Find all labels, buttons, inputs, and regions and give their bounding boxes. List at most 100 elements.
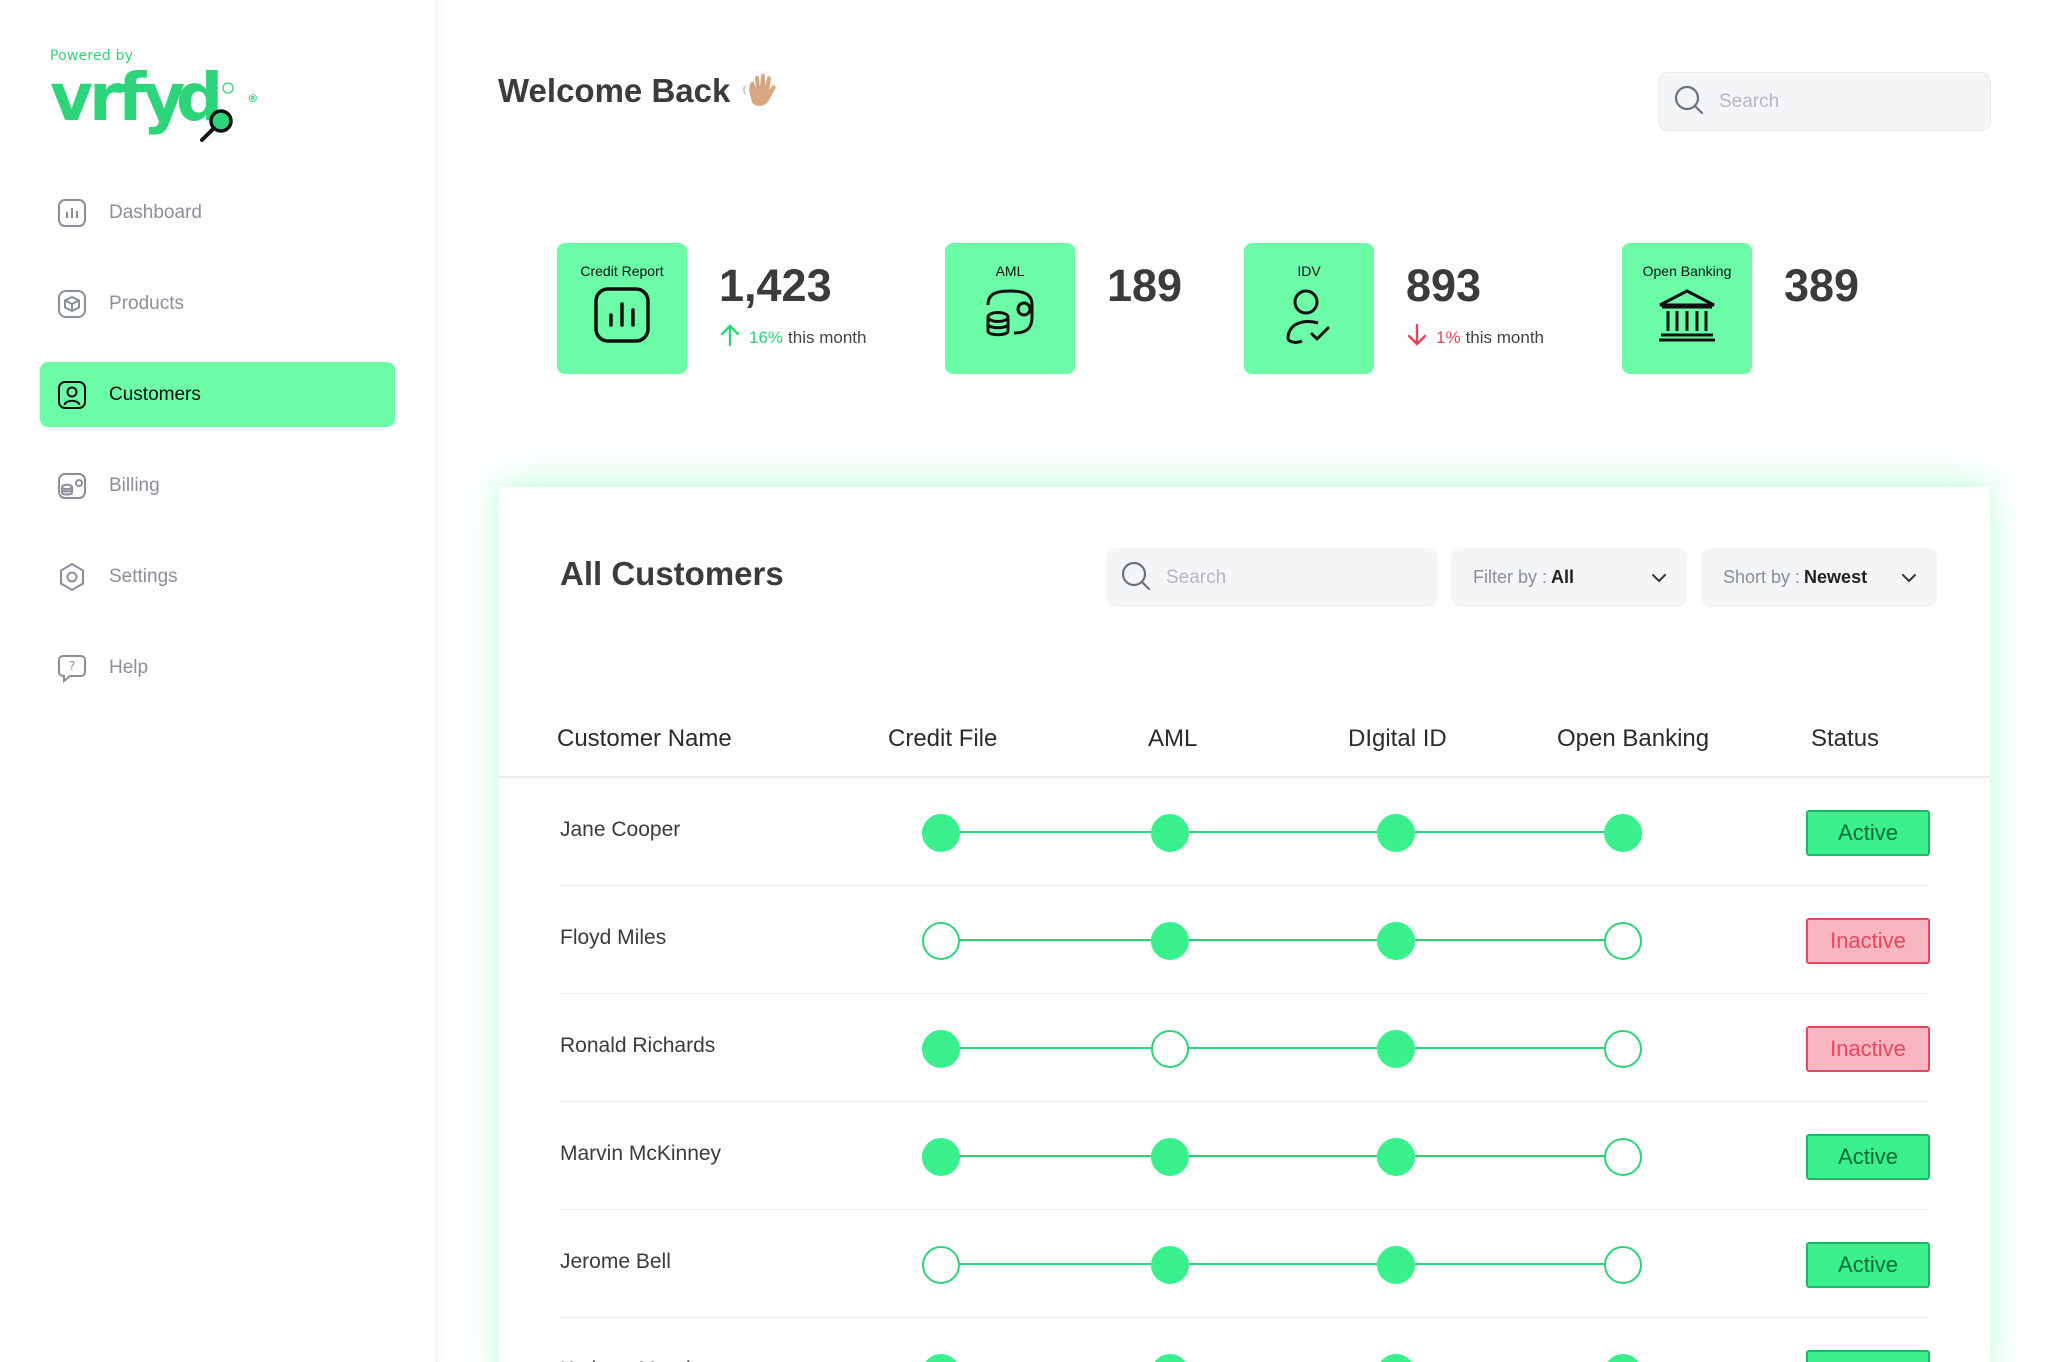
sidebar-item-help[interactable]: ? Help xyxy=(40,635,395,700)
status-badge[interactable]: Inactive xyxy=(1806,918,1930,964)
sidebar-item-products[interactable]: Products xyxy=(40,271,395,336)
customer-icon xyxy=(55,378,89,412)
delta-percent: 16% xyxy=(749,327,784,347)
arrow-up-icon xyxy=(719,323,741,352)
search-icon xyxy=(1120,560,1152,596)
aml-dot xyxy=(1151,1354,1189,1362)
divider xyxy=(560,1317,1928,1318)
divider xyxy=(560,1209,1928,1210)
stat-box: AML xyxy=(945,243,1075,374)
verification-track-line xyxy=(941,831,1623,833)
stat-card-aml[interactable]: AML 189 xyxy=(945,243,1182,374)
stat-label: AML xyxy=(995,263,1025,279)
digital-id-dot xyxy=(1377,922,1415,960)
divider xyxy=(560,885,1928,886)
verification-track-line xyxy=(941,1047,1623,1049)
credit-file-dot xyxy=(922,1030,960,1068)
column-header-digital-id[interactable]: DIgital ID xyxy=(1348,725,1447,752)
open-banking-dot xyxy=(1604,922,1642,960)
chevron-down-icon xyxy=(1649,568,1669,588)
verification-track-line xyxy=(941,939,1623,941)
digital-id-dot xyxy=(1377,1246,1415,1284)
sidebar-item-billing[interactable]: Billing xyxy=(40,453,395,518)
status-badge[interactable]: Active xyxy=(1806,1134,1930,1180)
table-row[interactable]: Kathryn Murphy Active xyxy=(498,1318,1990,1362)
delta-suffix: this month xyxy=(1465,327,1545,347)
stat-label: IDV xyxy=(1297,263,1321,279)
stat-delta: 16% this month xyxy=(719,323,866,352)
open-banking-dot xyxy=(1604,1354,1642,1362)
aml-dot xyxy=(1151,1138,1189,1176)
svg-text:vrfy: vrfy xyxy=(50,68,184,136)
wordmark-glyphs-icon: vrfy d xyxy=(50,68,234,136)
customer-name: Marvin McKinney xyxy=(560,1142,722,1165)
panel-title: All Customers xyxy=(560,555,784,592)
divider xyxy=(560,993,1928,994)
stat-card-credit-report[interactable]: Credit Report 1,423 16% this month xyxy=(557,243,866,374)
stat-card-open-banking[interactable]: Open Banking 389 xyxy=(1622,243,1859,374)
settings-icon xyxy=(55,560,89,594)
status-badge[interactable]: Active xyxy=(1806,1350,1930,1362)
status-badge[interactable]: Active xyxy=(1806,810,1930,856)
sidebar-item-label: Dashboard xyxy=(109,201,202,223)
customers-search[interactable] xyxy=(1106,548,1438,607)
sidebar-item-settings[interactable]: Settings xyxy=(40,544,395,609)
open-banking-dot xyxy=(1604,1138,1642,1176)
sidebar-item-customers[interactable]: Customers xyxy=(40,362,395,427)
filter-value: All xyxy=(1551,567,1575,587)
registered-mark: ® xyxy=(247,92,258,105)
status-badge[interactable]: Inactive xyxy=(1806,1026,1930,1072)
table-row[interactable]: Jane Cooper Active xyxy=(498,778,1990,886)
sidebar-nav: Dashboard Products Customers Billing Set… xyxy=(40,180,395,726)
stat-card-idv[interactable]: IDV 893 1% this month xyxy=(1244,243,1544,374)
column-header-open-banking[interactable]: Open Banking xyxy=(1557,725,1710,752)
sidebar-item-label: Customers xyxy=(109,383,201,405)
table-header: Customer Name Credit File AML DIgital ID… xyxy=(498,725,1990,765)
credit-file-dot xyxy=(922,814,960,852)
column-header-status[interactable]: Status xyxy=(1811,725,1880,752)
aml-dot xyxy=(1151,1030,1189,1068)
table-row[interactable]: Jerome Bell Active xyxy=(498,1210,1990,1318)
stat-value: 189 xyxy=(1107,260,1183,311)
credit-file-dot xyxy=(922,1354,960,1362)
search-icon xyxy=(1673,84,1705,120)
column-header-customer-name[interactable]: Customer Name xyxy=(557,725,732,752)
open-banking-dot xyxy=(1604,1030,1642,1068)
credit-file-dot xyxy=(922,1138,960,1176)
powered-by-label: Powered by xyxy=(50,48,134,64)
billing-icon xyxy=(55,469,89,503)
customer-name: Ronald Richards xyxy=(560,1034,716,1057)
divider xyxy=(560,1101,1928,1102)
table-row[interactable]: Floyd Miles Inactive xyxy=(498,886,1990,994)
table-row[interactable]: Marvin McKinney Active xyxy=(498,1102,1990,1210)
search-input[interactable] xyxy=(1166,566,1396,589)
customer-name: Jane Cooper xyxy=(560,818,681,841)
customer-name: Jerome Bell xyxy=(560,1250,671,1273)
sort-dropdown[interactable]: Short by : Newest xyxy=(1701,548,1937,607)
bar-chart-icon xyxy=(594,287,650,347)
aml-coins-icon xyxy=(980,287,1040,347)
customers-panel: All Customers Filter by : All Short by :… xyxy=(498,487,1990,1362)
credit-file-dot xyxy=(922,922,960,960)
header-search[interactable] xyxy=(1658,72,1991,131)
stat-box: IDV xyxy=(1244,243,1374,374)
stat-delta: 1% this month xyxy=(1406,323,1544,352)
sidebar-item-label: Help xyxy=(109,656,149,678)
filter-dropdown[interactable]: Filter by : All xyxy=(1451,548,1687,607)
user-check-icon xyxy=(1284,287,1334,349)
arrow-down-icon xyxy=(1406,323,1428,352)
stat-label: Open Banking xyxy=(1642,263,1732,279)
column-header-aml[interactable]: AML xyxy=(1148,725,1198,752)
table-row[interactable]: Ronald Richards Inactive xyxy=(498,994,1990,1102)
delta-percent: 1% xyxy=(1436,327,1461,347)
digital-id-dot xyxy=(1377,1030,1415,1068)
search-input[interactable] xyxy=(1719,90,1949,113)
sidebar-item-label: Settings xyxy=(109,565,178,587)
column-header-credit-file[interactable]: Credit File xyxy=(888,725,998,752)
delta-suffix: this month xyxy=(788,327,867,347)
sidebar-item-dashboard[interactable]: Dashboard xyxy=(40,180,395,245)
status-badge[interactable]: Active xyxy=(1806,1242,1930,1288)
